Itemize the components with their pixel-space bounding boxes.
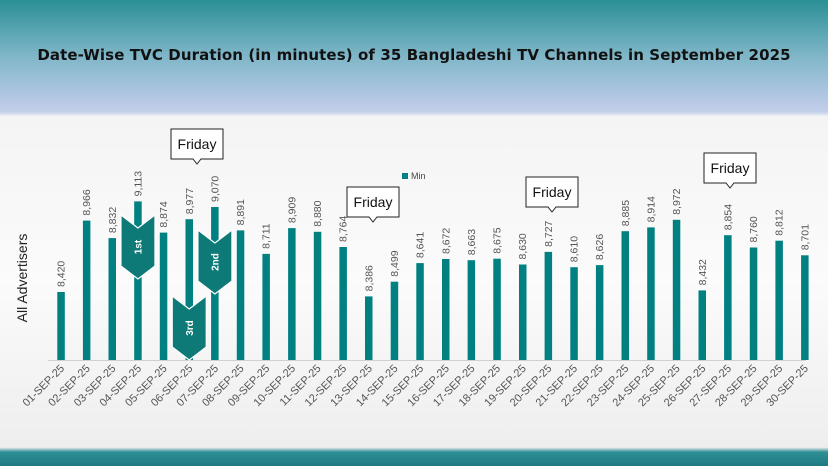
bar-15-SEP-25 — [416, 263, 424, 360]
callout-text: Friday — [178, 136, 217, 152]
callout-box — [525, 176, 579, 213]
bar-01-SEP-25 — [57, 292, 65, 360]
bar-27-SEP-25 — [724, 235, 732, 360]
data-label-09-SEP-25: 8,711 — [261, 223, 273, 249]
bar-10-SEP-25 — [288, 228, 296, 360]
data-label-28-SEP-25: 8,760 — [748, 216, 760, 242]
data-label-08-SEP-25: 8,891 — [235, 199, 247, 225]
data-label-25-SEP-25: 8,972 — [671, 188, 683, 214]
chart-title: Date-Wise TVC Duration (in minutes) of 3… — [37, 46, 791, 64]
data-label-26-SEP-25: 8,432 — [697, 259, 709, 285]
rank-marker-3rd — [171, 294, 207, 361]
bar-12-SEP-25 — [339, 247, 347, 360]
rank-label-3rd: 3rd — [185, 320, 196, 336]
bar-13-SEP-25 — [365, 296, 373, 360]
callout-friday-3: Friday — [525, 176, 579, 213]
bar-11-SEP-25 — [313, 231, 322, 360]
data-label-02-SEP-25: 8,966 — [81, 189, 93, 215]
callout-box — [703, 152, 757, 189]
bar-02-SEP-25 — [82, 220, 91, 360]
legend-swatch — [402, 173, 408, 179]
callout-friday-1: Friday — [170, 128, 224, 165]
data-label-18-SEP-25: 8,675 — [492, 227, 504, 253]
bar-24-SEP-25 — [647, 227, 655, 360]
callout-text: Friday — [533, 184, 572, 200]
bar-03-SEP-25 — [108, 238, 116, 360]
bar-06-SEP-25 — [185, 219, 193, 360]
bar-22-SEP-25 — [595, 265, 604, 360]
data-label-15-SEP-25: 8,641 — [415, 232, 427, 258]
bar-23-SEP-25 — [621, 231, 629, 360]
bar-30-SEP-25 — [801, 255, 809, 360]
data-label-17-SEP-25: 8,663 — [466, 229, 478, 255]
bar-14-SEP-25 — [390, 281, 399, 360]
bar-20-SEP-25 — [544, 251, 553, 360]
data-label-07-SEP-25: 9,070 — [209, 176, 221, 202]
bar-18-SEP-25 — [493, 258, 501, 360]
data-label-06-SEP-25: 8,977 — [184, 188, 196, 214]
callout-box — [170, 128, 224, 165]
rank-marker-1st — [120, 213, 156, 280]
rank-label-1st: 1st — [133, 239, 144, 254]
callout-friday-4: Friday — [703, 152, 757, 189]
data-label-03-SEP-25: 8,832 — [107, 207, 119, 233]
bar-09-SEP-25 — [262, 253, 270, 360]
bar-08-SEP-25 — [236, 230, 245, 360]
data-label-22-SEP-25: 8,626 — [594, 234, 606, 260]
data-label-11-SEP-25: 8,880 — [312, 200, 324, 226]
bar-21-SEP-25 — [570, 267, 578, 360]
data-label-12-SEP-25: 8,764 — [338, 216, 350, 242]
data-label-20-SEP-25: 8,727 — [543, 220, 555, 246]
rank-label-2nd: 2nd — [210, 253, 221, 271]
data-label-19-SEP-25: 8,630 — [517, 233, 529, 259]
y-axis-title: All Advertisers — [14, 234, 30, 323]
data-label-23-SEP-25: 8,885 — [620, 200, 632, 226]
bar-28-SEP-25 — [749, 247, 758, 360]
data-label-27-SEP-25: 8,854 — [722, 204, 734, 230]
rank-marker-2nd — [197, 228, 233, 295]
data-label-16-SEP-25: 8,672 — [440, 228, 452, 254]
callout-box — [346, 186, 400, 223]
legend-label: Min — [411, 171, 426, 181]
data-label-24-SEP-25: 8,914 — [645, 196, 657, 222]
bar-04-SEP-25 — [134, 201, 142, 360]
bar-29-SEP-25 — [775, 240, 783, 360]
callout-friday-2: Friday — [346, 186, 400, 223]
callout-text: Friday — [711, 160, 750, 176]
data-label-13-SEP-25: 8,386 — [363, 265, 375, 291]
bar-19-SEP-25 — [519, 264, 527, 360]
bar-26-SEP-25 — [698, 290, 706, 360]
data-label-05-SEP-25: 8,874 — [158, 201, 170, 227]
bar-05-SEP-25 — [159, 232, 168, 360]
data-label-04-SEP-25: 9,113 — [132, 171, 144, 197]
callout-text: Friday — [354, 194, 393, 210]
bar-16-SEP-25 — [442, 259, 450, 360]
data-label-01-SEP-25: 8,420 — [56, 261, 68, 287]
bar-17-SEP-25 — [467, 260, 476, 360]
data-label-21-SEP-25: 8,610 — [569, 236, 581, 262]
data-label-30-SEP-25: 8,701 — [799, 224, 811, 250]
data-label-14-SEP-25: 8,499 — [389, 250, 401, 276]
data-label-29-SEP-25: 8,812 — [774, 209, 786, 235]
bar-25-SEP-25 — [672, 219, 681, 360]
data-label-10-SEP-25: 8,909 — [286, 197, 298, 223]
